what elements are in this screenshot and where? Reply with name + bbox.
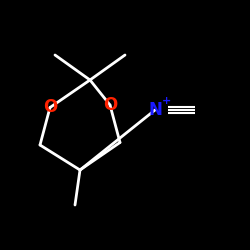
Text: +: + (162, 96, 171, 106)
Text: O: O (43, 98, 57, 116)
Text: O: O (103, 96, 117, 114)
Text: N: N (148, 101, 162, 119)
